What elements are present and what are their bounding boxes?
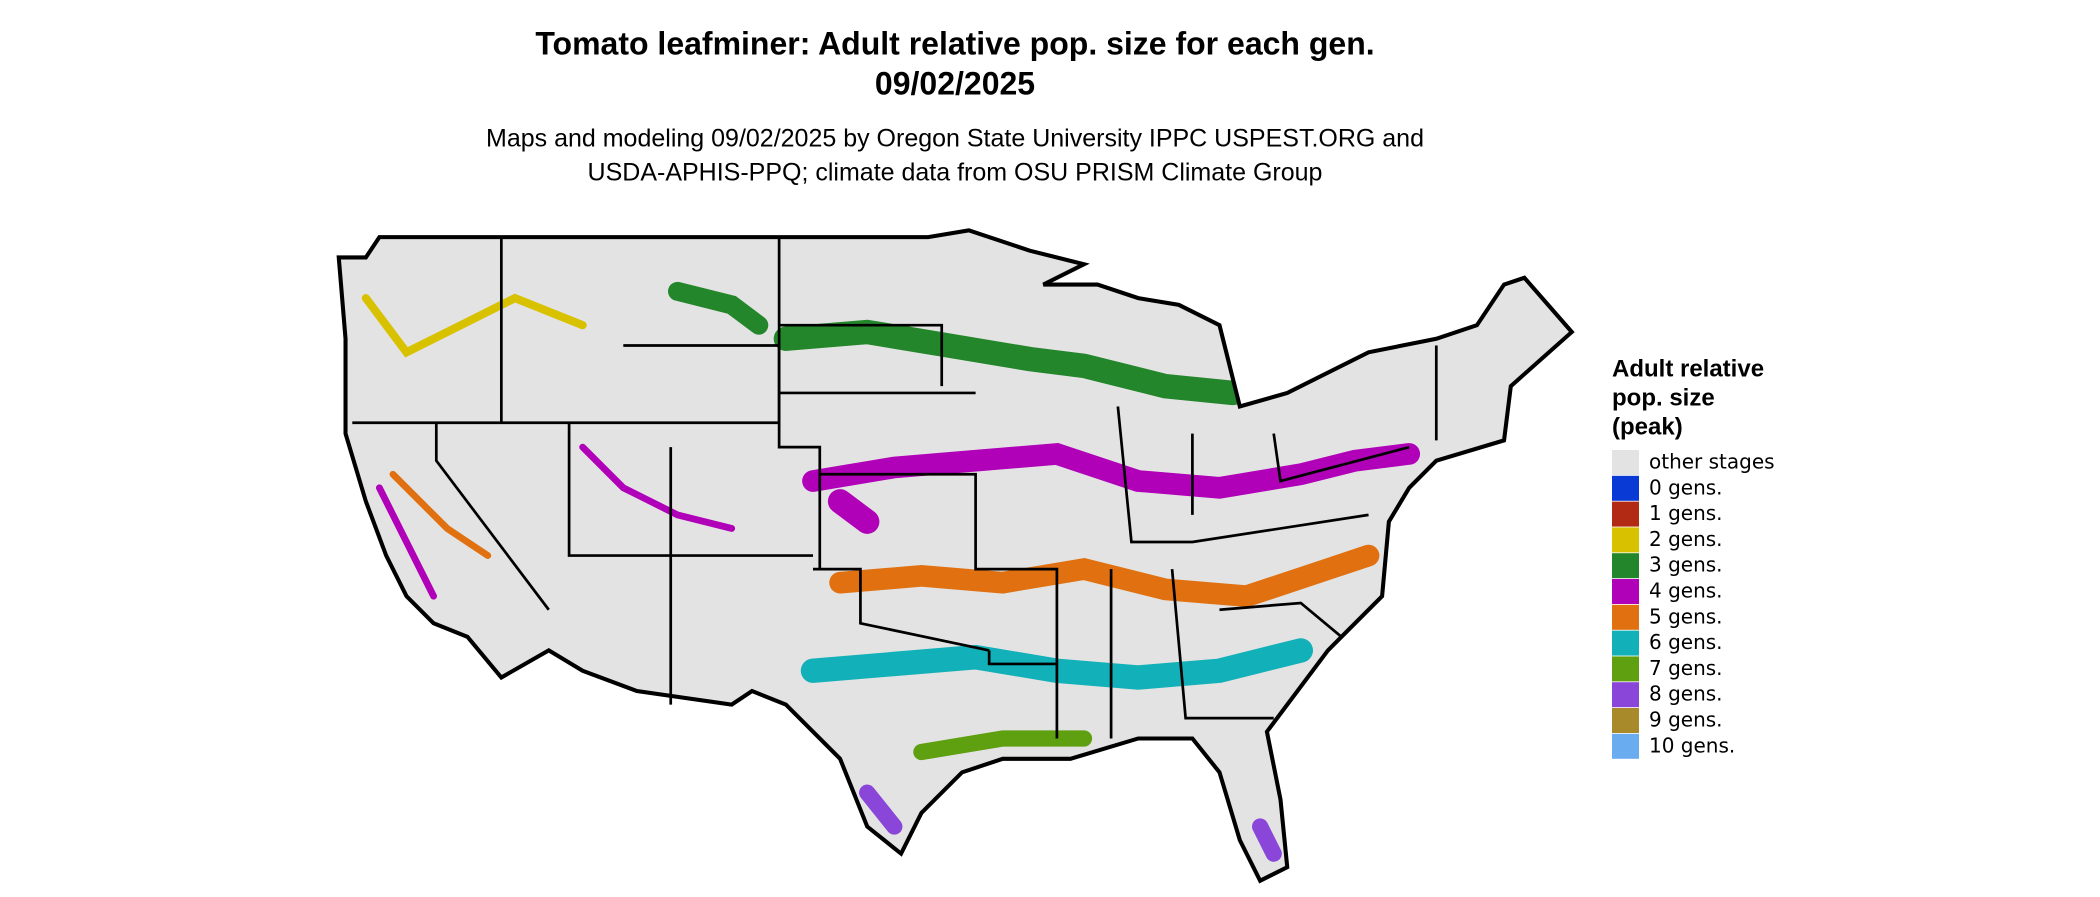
legend-label: 8 gens. — [1649, 682, 1723, 706]
legend-label: 3 gens. — [1649, 553, 1723, 577]
legend-title: pop. size — [1612, 384, 1715, 411]
title: 09/02/2025 — [875, 65, 1035, 101]
subtitle: Maps and modeling 09/02/2025 by Oregon S… — [486, 125, 1424, 153]
legend-swatch — [1612, 501, 1639, 527]
zone-8 — [859, 784, 903, 835]
legend-swatch — [1612, 527, 1639, 553]
zone-5 — [829, 544, 1380, 608]
generation-zones — [361, 281, 1421, 862]
legend-swatch — [1612, 604, 1639, 630]
zone-8 — [1252, 818, 1282, 862]
legend-title: (peak) — [1612, 413, 1683, 440]
legend-swatch — [1612, 682, 1639, 708]
legend-title: Adult relative — [1612, 355, 1764, 382]
state-borders — [336, 228, 1575, 884]
zone-3 — [668, 281, 769, 335]
legend-label: 9 gens. — [1649, 708, 1723, 732]
legend-label: other stages — [1649, 450, 1775, 474]
subtitle: USDA-APHIS-PPQ; climate data from OSU PR… — [588, 159, 1323, 187]
legend-label: 6 gens. — [1649, 630, 1723, 654]
legend-swatch — [1612, 579, 1639, 604]
zone-4 — [827, 489, 880, 534]
title: Tomato leafminer: Adult relative pop. si… — [535, 25, 1374, 61]
map — [336, 228, 1575, 884]
zone-3 — [773, 319, 1246, 406]
legend-label: 2 gens. — [1649, 527, 1723, 551]
legend-swatch — [1612, 450, 1639, 475]
legend-label: 5 gens. — [1649, 604, 1723, 628]
legend-swatch — [1612, 656, 1639, 682]
legend-label: 0 gens. — [1649, 475, 1723, 499]
legend-swatch — [1612, 475, 1639, 501]
legend-swatch — [1612, 708, 1639, 733]
legend-swatch — [1612, 630, 1639, 656]
legend-swatch — [1612, 553, 1639, 579]
zone-4 — [579, 443, 736, 532]
legend: Adult relative pop. size (peak) other st… — [1612, 355, 1775, 759]
zone-4 — [376, 484, 437, 600]
legend-label: 7 gens. — [1649, 656, 1723, 680]
legend-label: 1 gens. — [1649, 501, 1723, 525]
legend-label: 4 gens. — [1649, 579, 1723, 603]
zone-5 — [389, 470, 492, 559]
legend-swatch — [1612, 733, 1639, 759]
legend-label: 10 gens. — [1649, 733, 1735, 757]
zone-2 — [361, 293, 587, 358]
